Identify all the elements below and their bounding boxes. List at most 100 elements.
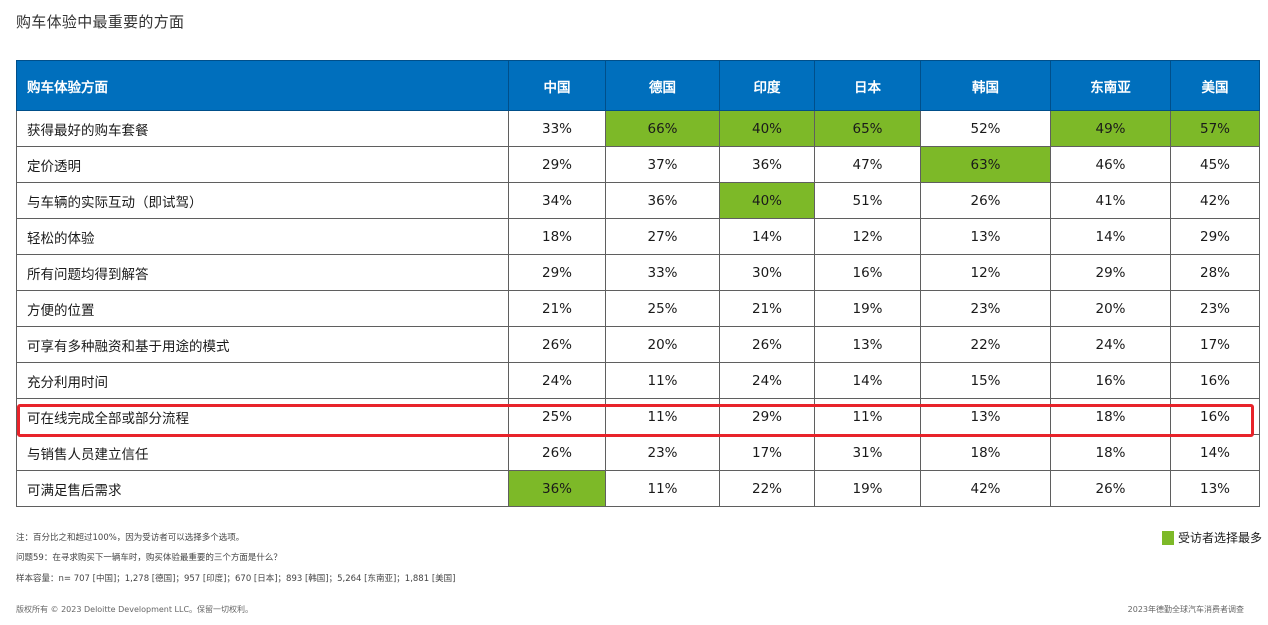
aspect-cell: 定价透明 <box>16 146 509 183</box>
aspect-cell: 充分利用时间 <box>16 362 509 399</box>
header-india: 印度 <box>719 60 815 111</box>
value-cell: 12% <box>920 254 1051 291</box>
value-cell: 42% <box>920 470 1051 507</box>
value-cell: 36% <box>605 182 720 219</box>
value-cell: 26% <box>920 182 1051 219</box>
value-cell: 11% <box>605 398 720 435</box>
value-cell: 29% <box>719 398 815 435</box>
value-cell: 28% <box>1170 254 1260 291</box>
value-cell: 14% <box>814 362 921 399</box>
table-row: 所有问题均得到解答 29% 33% 30% 16% 12% 29% 28% <box>16 254 1260 291</box>
legend: 受访者选择最多 <box>1161 529 1262 546</box>
value-cell: 24% <box>508 362 606 399</box>
value-cell: 14% <box>1170 434 1260 471</box>
aspect-cell: 可在线完成全部或部分流程 <box>16 398 509 435</box>
value-cell: 36% <box>719 146 815 183</box>
survey-table: 购车体验方面 中国 德国 印度 日本 韩国 东南亚 美国 获得最好的购车套餐 33… <box>16 60 1260 507</box>
header-china: 中国 <box>508 60 606 111</box>
aspect-cell: 轻松的体验 <box>16 218 509 255</box>
value-cell: 18% <box>920 434 1051 471</box>
aspect-cell: 与销售人员建立信任 <box>16 434 509 471</box>
page-title: 购车体验中最重要的方面 <box>16 13 185 31</box>
header-usa: 美国 <box>1170 60 1260 111</box>
value-cell: 12% <box>814 218 921 255</box>
value-cell: 18% <box>1050 434 1171 471</box>
value-cell-highlighted: 63% <box>920 146 1051 183</box>
header-aspect: 购车体验方面 <box>16 60 509 111</box>
value-cell: 16% <box>1170 362 1260 399</box>
aspect-cell: 方便的位置 <box>16 290 509 327</box>
value-cell: 19% <box>814 470 921 507</box>
footer-copyright: 版权所有 © 2023 Deloitte Development LLC。保留一… <box>16 605 254 614</box>
value-cell: 27% <box>605 218 720 255</box>
aspect-cell: 获得最好的购车套餐 <box>16 110 509 147</box>
value-cell: 31% <box>814 434 921 471</box>
value-cell: 24% <box>1050 326 1171 363</box>
aspect-cell: 所有问题均得到解答 <box>16 254 509 291</box>
table-row: 定价透明 29% 37% 36% 47% 63% 46% 45% <box>16 146 1260 183</box>
header-korea: 韩国 <box>920 60 1051 111</box>
header-germany: 德国 <box>605 60 720 111</box>
value-cell: 13% <box>1170 470 1260 507</box>
value-cell: 14% <box>719 218 815 255</box>
value-cell: 30% <box>719 254 815 291</box>
value-cell: 26% <box>719 326 815 363</box>
value-cell: 21% <box>719 290 815 327</box>
value-cell: 25% <box>508 398 606 435</box>
value-cell: 22% <box>719 470 815 507</box>
table-body: 获得最好的购车套餐 33% 66% 40% 65% 52% 49% 57% 定价透明 29% 37%… <box>16 110 1260 507</box>
value-cell-highlighted: 40% <box>719 110 815 147</box>
legend-swatch <box>1161 530 1174 545</box>
value-cell: 18% <box>508 218 606 255</box>
value-cell: 46% <box>1050 146 1171 183</box>
value-cell: 29% <box>1050 254 1171 291</box>
value-cell: 13% <box>814 326 921 363</box>
value-cell: 16% <box>814 254 921 291</box>
value-cell: 11% <box>605 362 720 399</box>
value-cell: 26% <box>508 326 606 363</box>
value-cell-highlighted: 66% <box>605 110 720 147</box>
value-cell: 19% <box>814 290 921 327</box>
value-cell-highlighted: 40% <box>719 182 815 219</box>
value-cell: 20% <box>605 326 720 363</box>
value-cell-highlighted: 49% <box>1050 110 1171 147</box>
value-cell: 18% <box>1050 398 1171 435</box>
value-cell: 13% <box>920 398 1051 435</box>
value-cell: 11% <box>605 470 720 507</box>
value-cell: 29% <box>508 146 606 183</box>
table-row: 与车辆的实际互动（即试驾） 34% 36% 40% 51% 26% 41% 42% <box>16 182 1260 219</box>
table-row-highlighted: 可在线完成全部或部分流程 25% 11% 29% 11% 13% 18% 16% <box>16 398 1260 435</box>
value-cell: 25% <box>605 290 720 327</box>
aspect-cell: 与车辆的实际互动（即试驾） <box>16 182 509 219</box>
table-row: 与销售人员建立信任 26% 23% 17% 31% 18% 18% 14% <box>16 434 1260 471</box>
value-cell: 29% <box>1170 218 1260 255</box>
table-header-row: 购车体验方面 中国 德国 印度 日本 韩国 东南亚 美国 <box>16 60 1260 111</box>
note-percentage: 注：百分比之和超过100%，因为受访者可以选择多个选项。 <box>16 533 245 543</box>
table-row: 可满足售后需求 36% 11% 22% 19% 42% 26% 13% <box>16 470 1260 507</box>
value-cell: 26% <box>1050 470 1171 507</box>
value-cell: 16% <box>1050 362 1171 399</box>
value-cell-highlighted: 65% <box>814 110 921 147</box>
aspect-cell: 可满足售后需求 <box>16 470 509 507</box>
value-cell: 26% <box>508 434 606 471</box>
value-cell: 23% <box>1170 290 1260 327</box>
table-row: 可享有多种融资和基于用途的模式 26% 20% 26% 13% 22% 24% 17% <box>16 326 1260 363</box>
value-cell: 17% <box>719 434 815 471</box>
table-row: 充分利用时间 24% 11% 24% 14% 15% 16% 16% <box>16 362 1260 399</box>
value-cell: 45% <box>1170 146 1260 183</box>
table-row: 获得最好的购车套餐 33% 66% 40% 65% 52% 49% 57% <box>16 110 1260 147</box>
note-question: 问题59：在寻求购买下一辆车时，购买体验最重要的三个方面是什么？ <box>16 553 282 563</box>
value-cell: 34% <box>508 182 606 219</box>
value-cell: 24% <box>719 362 815 399</box>
value-cell: 52% <box>920 110 1051 147</box>
value-cell: 13% <box>920 218 1051 255</box>
value-cell: 33% <box>605 254 720 291</box>
header-southeast-asia: 东南亚 <box>1050 60 1171 111</box>
footer-source: 2023年德勤全球汽车消费者调查 <box>1127 605 1244 614</box>
value-cell: 42% <box>1170 182 1260 219</box>
value-cell: 23% <box>920 290 1051 327</box>
value-cell: 20% <box>1050 290 1171 327</box>
value-cell: 29% <box>508 254 606 291</box>
value-cell: 11% <box>814 398 921 435</box>
legend-label: 受访者选择最多 <box>1177 531 1262 545</box>
